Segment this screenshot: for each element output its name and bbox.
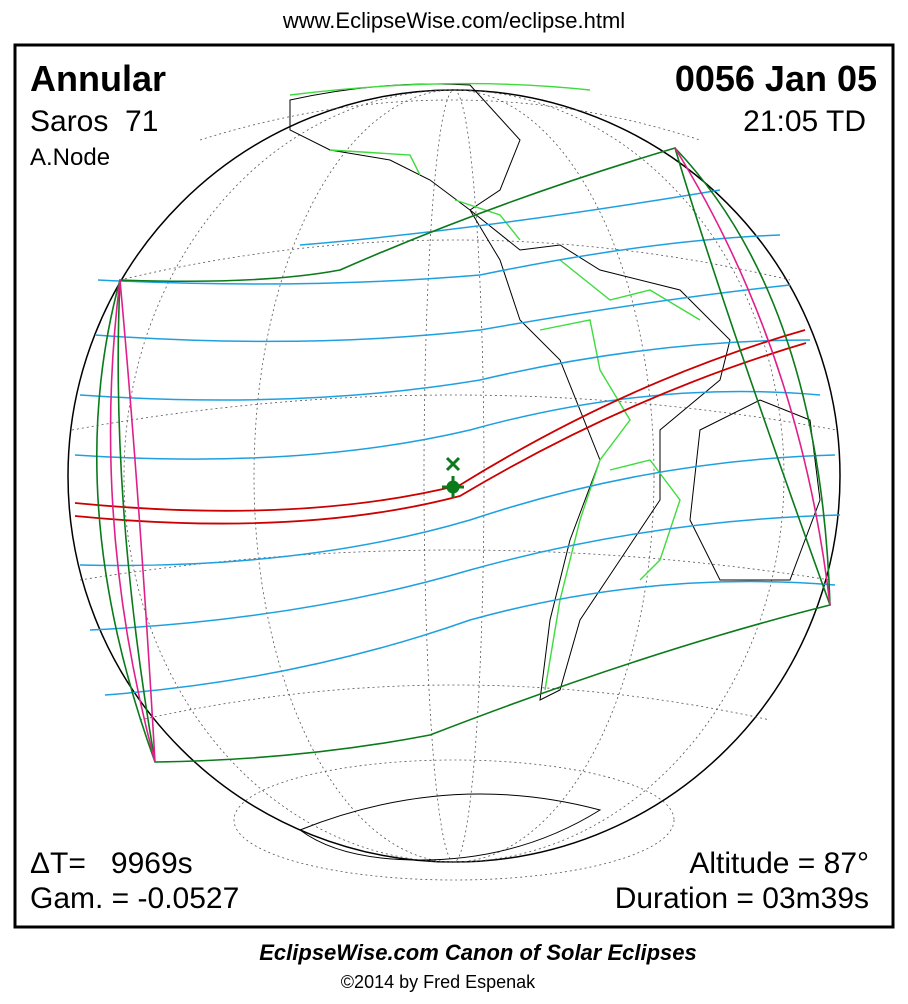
url: www.EclipseWise.com/eclipse.html [282,8,625,33]
footer-credit: ©2014 by Fred Espenak [341,972,536,992]
saros: Saros 71 [30,105,158,138]
duration: Duration = 03m39s [615,882,869,915]
footer-title: EclipseWise.com Canon of Solar Eclipses [259,940,697,965]
eclipse-date: 0056 Jan 05 [675,58,877,99]
gamma: Gam. = -0.0527 [30,882,239,915]
time: 21:05 TD [743,105,866,138]
eclipse-type: Annular [30,58,166,99]
node: A.Node [30,144,110,171]
altitude: Altitude = 87° [689,847,869,880]
globe [67,82,841,881]
frame [13,43,895,929]
delta-t: ΔT= 9969s [30,847,193,880]
